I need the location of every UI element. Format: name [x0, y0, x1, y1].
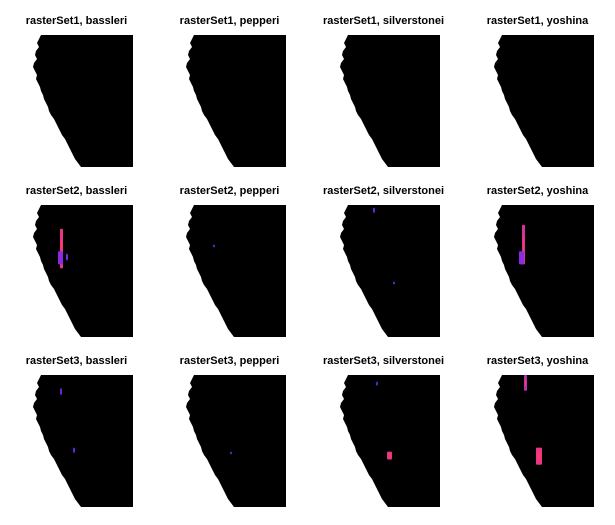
heat-cell	[58, 251, 63, 265]
heat-cell-core	[522, 236, 525, 253]
ocean-mask	[186, 375, 234, 507]
ocean-mask	[186, 35, 234, 167]
heat-cell-core	[524, 379, 527, 387]
raster-map	[340, 375, 440, 507]
raster-map	[186, 375, 286, 507]
raster-map	[494, 375, 594, 507]
panel-title: rasterSet1, bassleri	[25, 15, 128, 27]
map-panel: rasterSet3, bassleri	[0, 355, 153, 525]
ocean-mask	[340, 375, 388, 507]
panel-title: rasterSet1, yoshina	[486, 15, 589, 27]
panel-title: rasterSet3, yoshina	[486, 355, 589, 367]
ocean-mask	[494, 35, 542, 167]
raster-map	[33, 205, 133, 337]
heat-cell	[213, 244, 215, 248]
panel-title: rasterSet1, silverstonei	[322, 15, 445, 27]
ocean-mask	[340, 35, 388, 167]
heat-cell	[230, 451, 232, 455]
panel-title: rasterSet2, bassleri	[25, 185, 128, 197]
heat-cell	[376, 381, 378, 386]
map-panel: rasterSet1, pepperi	[153, 15, 306, 185]
raster-map	[494, 35, 594, 167]
raster-map-grid: rasterSet1, bassleri rasterSet1, pepperi r…	[0, 15, 614, 507]
map-panel: rasterSet2, silverstonei	[307, 185, 460, 355]
panel-title: rasterSet2, yoshina	[486, 185, 589, 197]
map-panel: rasterSet3, yoshina	[461, 355, 614, 525]
map-panel: rasterSet1, yoshina	[461, 15, 614, 185]
map-panel: rasterSet2, yoshina	[461, 185, 614, 355]
heat-cell	[60, 388, 62, 395]
panel-title: rasterSet2, silverstonei	[322, 185, 445, 197]
panel-title: rasterSet3, bassleri	[25, 355, 128, 367]
heat-cell-core	[388, 453, 391, 458]
panel-title: rasterSet1, pepperi	[179, 15, 280, 27]
raster-map	[494, 205, 594, 337]
panel-title: rasterSet2, pepperi	[179, 185, 280, 197]
map-panel: rasterSet1, silverstonei	[307, 15, 460, 185]
map-panel: rasterSet3, silverstonei	[307, 355, 460, 525]
ocean-mask	[340, 205, 388, 337]
heat-cell	[373, 207, 375, 213]
raster-map	[186, 205, 286, 337]
ocean-mask	[494, 375, 542, 507]
map-panel: rasterSet2, pepperi	[153, 185, 306, 355]
heat-cell-core	[537, 452, 541, 460]
heat-cell	[73, 447, 75, 453]
heat-cell-core	[60, 240, 63, 257]
map-panel: rasterSet3, pepperi	[153, 355, 306, 525]
ocean-mask	[186, 205, 234, 337]
map-panel: rasterSet2, bassleri	[0, 185, 153, 355]
raster-map	[186, 35, 286, 167]
ocean-mask	[33, 375, 81, 507]
raster-map	[33, 35, 133, 167]
heat-cell	[66, 253, 68, 261]
raster-map	[340, 205, 440, 337]
ocean-mask	[33, 35, 81, 167]
ocean-mask	[494, 205, 542, 337]
heat-cell	[393, 281, 395, 285]
raster-map	[33, 375, 133, 507]
heat-cell	[519, 251, 524, 265]
panel-title: rasterSet3, silverstonei	[322, 355, 445, 367]
panel-title: rasterSet3, pepperi	[179, 355, 280, 367]
map-panel: rasterSet1, bassleri	[0, 15, 153, 185]
raster-map	[340, 35, 440, 167]
ocean-mask	[33, 205, 81, 337]
